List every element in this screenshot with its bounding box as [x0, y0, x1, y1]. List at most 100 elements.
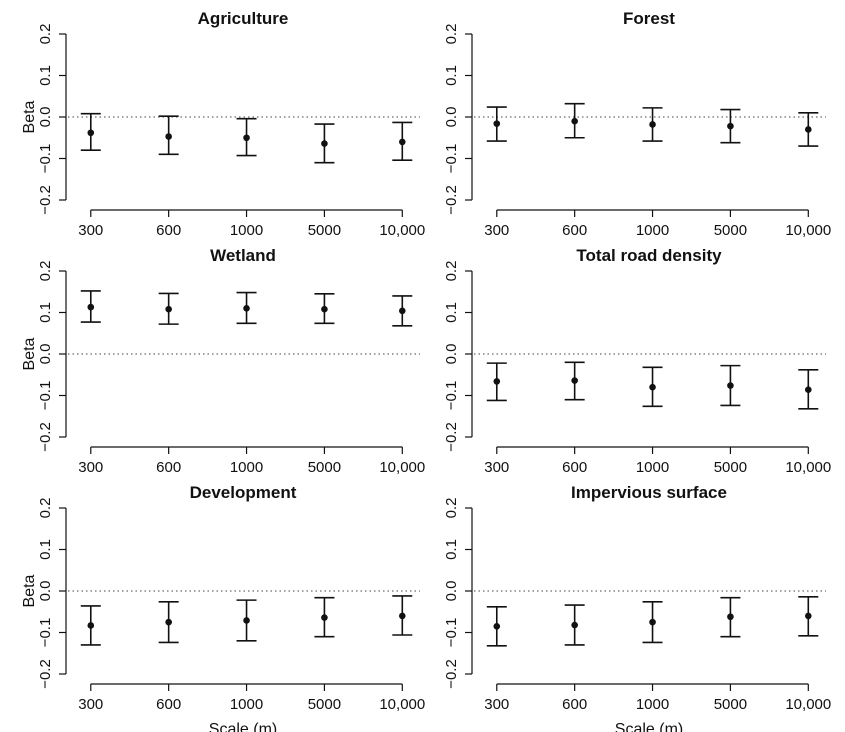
x-tick-label: 5000	[308, 222, 341, 239]
x-tick-label: 300	[78, 222, 103, 239]
estimate-point	[399, 612, 406, 620]
y-tick-label: −0.2	[443, 185, 460, 215]
estimate-point	[493, 622, 501, 630]
y-tick-label: 0.0	[443, 581, 460, 602]
x-tick-label: 600	[562, 696, 587, 713]
x-tick-label: 300	[484, 222, 509, 239]
x-tick-label: 600	[156, 696, 181, 713]
x-tick-label: 300	[78, 459, 103, 476]
x-tick-label: 600	[156, 459, 181, 476]
estimate-point	[321, 140, 328, 147]
y-tick-label: 0.2	[443, 261, 460, 282]
panel-total-road-density: Total road density −0.2 −0.1 0.0 0.1 0.2 300 60…	[443, 246, 831, 476]
panel-impervious-surface: Impervious surface −0.2 −0.1 0.0 0.1 0.2 300 60…	[443, 483, 831, 732]
panel-title: Agriculture	[198, 9, 289, 28]
y-tick-label: 0.2	[37, 24, 54, 45]
estimate-point	[399, 307, 406, 315]
estimate-point	[649, 618, 656, 626]
y-tick-label: −0.2	[443, 659, 460, 689]
estimate-point	[805, 612, 812, 620]
x-tick-label: 10,000	[785, 696, 831, 713]
y-axis-title: Beta	[21, 574, 38, 607]
estimate-point	[321, 305, 328, 313]
x-tick-label: 5000	[308, 459, 341, 476]
panel-title: Forest	[623, 9, 675, 28]
x-tick-label: 1000	[636, 459, 669, 476]
panel-agriculture: Agriculture −0.2 −0.1 0.0 0.1 0.2 300 600 1000 50…	[21, 9, 425, 239]
y-tick-label: 0.2	[443, 24, 460, 45]
estimate-point	[165, 305, 172, 313]
x-tick-label: 5000	[714, 696, 747, 713]
x-tick-label: 600	[156, 222, 181, 239]
y-tick-label: −0.1	[37, 618, 54, 648]
estimate-point	[243, 305, 250, 312]
estimate-point	[571, 117, 578, 125]
panel-title: Total road density	[576, 246, 722, 265]
estimate-point	[727, 122, 734, 130]
y-tick-label: −0.2	[37, 422, 54, 452]
y-axis-title: Beta	[21, 337, 38, 370]
x-tick-label: 1000	[636, 696, 669, 713]
estimate-point	[805, 386, 812, 393]
estimate-point	[493, 378, 501, 385]
y-tick-label: 0.1	[37, 65, 54, 86]
y-tick-label: 0.1	[37, 302, 54, 323]
y-tick-label: 0.1	[443, 302, 460, 323]
x-tick-label: 1000	[230, 459, 263, 476]
y-tick-label: 0.2	[443, 498, 460, 519]
y-tick-label: −0.1	[443, 144, 460, 174]
x-tick-label: 5000	[714, 222, 747, 239]
panel-forest: Forest −0.2 −0.1 0.0 0.1 0.2 300 600 1000 5000 10,…	[443, 9, 831, 239]
x-tick-label: 300	[484, 459, 509, 476]
y-tick-label: 0.0	[443, 344, 460, 365]
x-tick-label: 10,000	[785, 459, 831, 476]
x-tick-label: 1000	[230, 222, 263, 239]
x-tick-label: 600	[562, 459, 587, 476]
x-tick-label: 5000	[308, 696, 341, 713]
y-tick-label: 0.1	[443, 65, 460, 86]
estimate-point	[321, 614, 328, 621]
y-tick-label: −0.1	[443, 618, 460, 648]
x-tick-label: 1000	[230, 696, 263, 713]
y-tick-label: −0.1	[37, 144, 54, 174]
estimate-point	[727, 382, 734, 389]
y-tick-label: −0.2	[37, 185, 54, 215]
x-tick-label: 10,000	[379, 459, 425, 476]
estimate-point	[571, 377, 578, 384]
panel-title: Wetland	[210, 246, 276, 265]
estimate-point	[87, 622, 95, 629]
y-tick-label: 0.1	[37, 539, 54, 560]
x-tick-label: 300	[78, 696, 103, 713]
x-tick-label: 10,000	[785, 222, 831, 239]
estimate-point	[243, 134, 250, 142]
x-tick-label: 1000	[636, 222, 669, 239]
panel-title: Impervious surface	[571, 483, 727, 502]
x-axis-title: Scale (m)	[615, 721, 683, 732]
estimate-point	[493, 120, 501, 127]
estimate-point	[243, 617, 250, 624]
y-tick-label: 0.0	[37, 344, 54, 365]
y-tick-label: −0.1	[443, 381, 460, 411]
y-tick-label: 0.2	[37, 498, 54, 519]
estimate-point	[805, 126, 812, 133]
estimate-point	[727, 613, 734, 621]
estimate-point	[571, 621, 578, 629]
y-axis-title: Beta	[21, 100, 38, 133]
panel-wetland: Wetland −0.2 −0.1 0.0 0.1 0.2 300 600 1000 5000 10…	[21, 246, 425, 476]
estimate-point	[165, 618, 172, 626]
y-tick-label: −0.2	[443, 422, 460, 452]
x-axis-title: Scale (m)	[209, 721, 277, 732]
y-tick-label: 0.0	[443, 107, 460, 128]
x-tick-label: 10,000	[379, 696, 425, 713]
y-tick-label: −0.2	[37, 659, 54, 689]
estimate-point	[165, 133, 172, 140]
panel-title: Development	[190, 483, 297, 502]
x-tick-label: 600	[562, 222, 587, 239]
y-tick-label: 0.0	[37, 107, 54, 128]
estimate-point	[649, 121, 656, 128]
x-tick-label: 5000	[714, 459, 747, 476]
estimate-point	[399, 138, 406, 146]
y-tick-label: 0.2	[37, 261, 54, 282]
y-tick-label: 0.1	[443, 539, 460, 560]
